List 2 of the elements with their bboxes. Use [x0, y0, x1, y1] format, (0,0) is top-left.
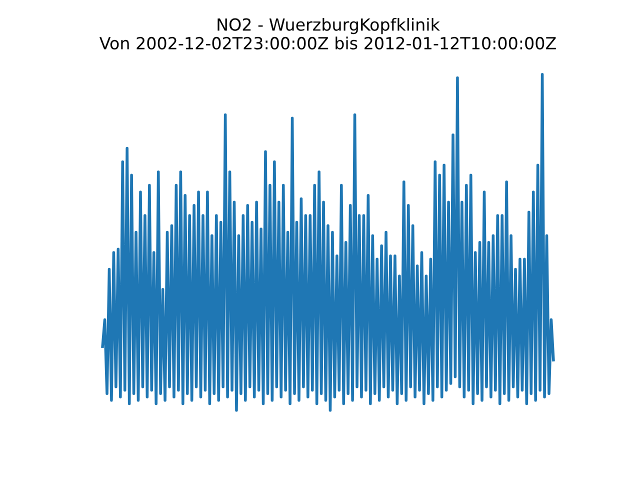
chart-title: NO2 - WuerzburgKopfklinik [218, 18, 440, 34]
chart-subtitle: Von 2002-12-02T23:00:00Z bis 2012-01-12T10:00:00Z [99, 36, 556, 50]
